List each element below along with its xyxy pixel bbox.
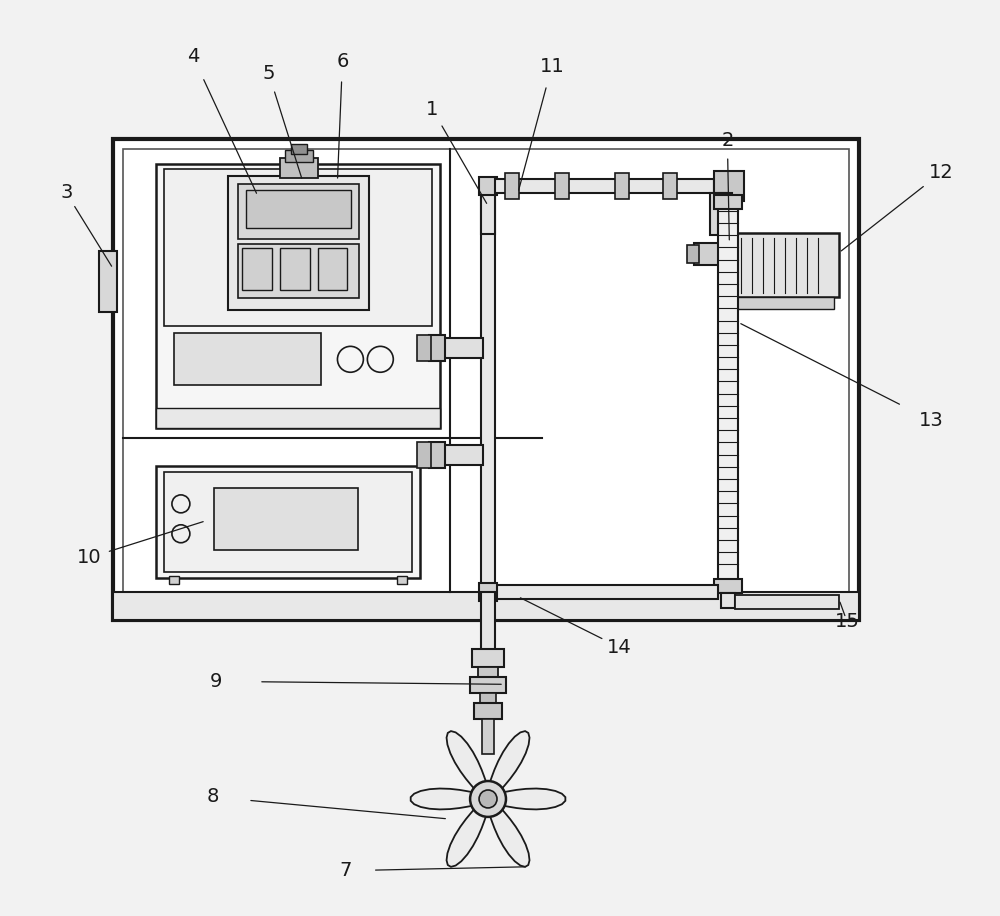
Text: 5: 5 <box>262 64 275 82</box>
Text: 9: 9 <box>210 671 222 691</box>
Text: 13: 13 <box>918 410 943 430</box>
Text: 3: 3 <box>60 183 72 202</box>
Bar <box>113 139 859 619</box>
Bar <box>721 593 735 607</box>
Polygon shape <box>447 731 487 790</box>
Bar <box>555 173 569 199</box>
Bar <box>246 190 351 228</box>
Text: 10: 10 <box>77 548 101 567</box>
Bar <box>443 338 483 358</box>
Bar <box>687 245 699 263</box>
Bar <box>694 243 732 265</box>
Text: 4: 4 <box>187 47 199 66</box>
Bar <box>714 579 742 593</box>
Bar <box>228 176 369 311</box>
Bar <box>285 150 313 162</box>
Circle shape <box>470 781 506 817</box>
Bar <box>174 333 321 386</box>
Text: 11: 11 <box>539 57 564 76</box>
Bar <box>495 584 718 598</box>
Bar <box>123 149 849 609</box>
Bar <box>164 169 432 326</box>
Polygon shape <box>502 789 565 810</box>
Bar <box>291 144 307 154</box>
Bar <box>714 192 728 233</box>
Circle shape <box>479 790 497 808</box>
Bar <box>481 592 495 651</box>
Bar <box>156 466 420 578</box>
Bar <box>663 173 677 199</box>
Polygon shape <box>411 789 474 810</box>
Bar <box>480 693 496 703</box>
Bar <box>397 575 407 583</box>
Bar <box>429 335 445 361</box>
Bar <box>735 594 839 608</box>
Bar <box>482 719 494 754</box>
Bar <box>710 192 732 234</box>
Text: 2: 2 <box>721 132 734 150</box>
Bar <box>474 703 502 719</box>
Bar <box>280 158 318 178</box>
Bar <box>238 244 359 299</box>
Bar <box>615 173 629 199</box>
Polygon shape <box>489 731 530 790</box>
Bar <box>99 251 117 312</box>
Bar <box>478 668 498 677</box>
Bar <box>429 442 445 468</box>
Bar <box>479 583 497 601</box>
Bar <box>714 195 742 209</box>
Bar <box>470 677 506 693</box>
Text: 14: 14 <box>607 638 632 657</box>
Bar <box>443 445 483 465</box>
Bar <box>718 202 738 584</box>
Polygon shape <box>489 808 530 867</box>
Bar <box>169 575 179 583</box>
Bar <box>164 472 412 572</box>
Bar <box>472 649 504 668</box>
Bar <box>417 442 431 468</box>
Text: 7: 7 <box>339 861 352 880</box>
Bar <box>417 335 431 361</box>
Bar <box>479 177 497 195</box>
Bar <box>505 173 519 199</box>
Bar <box>238 184 359 239</box>
Text: 8: 8 <box>207 788 219 806</box>
Bar <box>280 247 310 289</box>
Bar <box>714 171 744 201</box>
Bar <box>214 488 358 550</box>
Bar <box>242 247 272 289</box>
Bar <box>729 233 839 298</box>
Bar <box>495 179 714 192</box>
Polygon shape <box>447 808 487 867</box>
Bar <box>156 409 440 428</box>
Text: 1: 1 <box>426 100 438 118</box>
Bar <box>156 164 440 428</box>
Bar <box>481 179 495 590</box>
Bar <box>481 179 495 234</box>
Text: 6: 6 <box>336 51 349 71</box>
Bar <box>734 298 834 310</box>
Text: 15: 15 <box>835 612 859 631</box>
Bar <box>113 592 859 619</box>
Bar <box>318 247 347 289</box>
Text: 12: 12 <box>928 163 953 182</box>
